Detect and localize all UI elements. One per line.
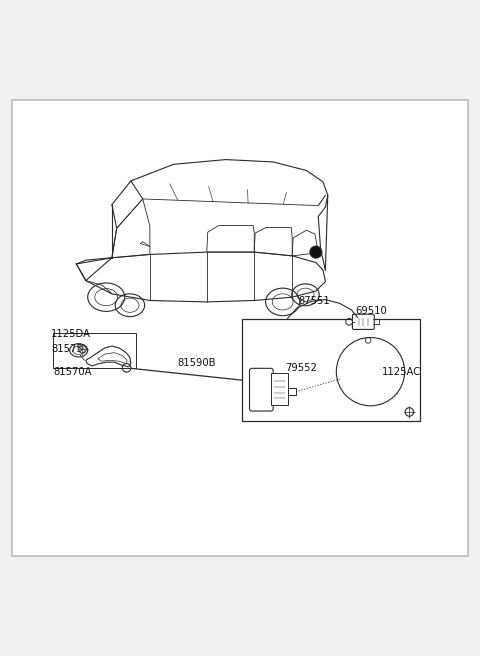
Text: 81575: 81575: [51, 344, 83, 354]
FancyBboxPatch shape: [242, 319, 420, 420]
Text: 1125AC: 1125AC: [382, 367, 420, 377]
Text: 69510: 69510: [355, 306, 386, 316]
Text: 79552: 79552: [285, 363, 317, 373]
FancyBboxPatch shape: [250, 368, 273, 411]
Circle shape: [310, 246, 322, 258]
FancyBboxPatch shape: [352, 314, 374, 329]
FancyBboxPatch shape: [12, 100, 468, 556]
Bar: [288, 388, 296, 396]
FancyBboxPatch shape: [271, 373, 288, 405]
Text: 1125DA: 1125DA: [51, 329, 91, 338]
Text: 87551: 87551: [298, 297, 330, 306]
Text: 81590B: 81590B: [178, 358, 216, 367]
Text: 81570A: 81570A: [54, 367, 92, 377]
